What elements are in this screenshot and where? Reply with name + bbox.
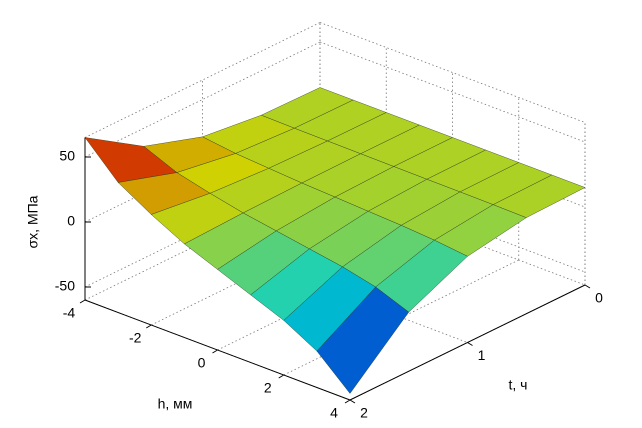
y-axis-label: t, ч: [509, 377, 528, 393]
grid-line: [319, 184, 586, 286]
y-tick-label: 0: [595, 290, 603, 306]
z-tick-label: -50: [55, 278, 75, 294]
tick-mark: [584, 284, 591, 289]
z-tick-label: 50: [59, 148, 75, 164]
grid-line: [319, 22, 586, 123]
surface-patch: [316, 286, 410, 394]
z-tick-label: 0: [67, 213, 75, 229]
x-tick-label: 2: [264, 380, 272, 396]
z-axis-label: σx, МПа: [25, 195, 41, 248]
tick-mark: [344, 399, 351, 404]
y-tick-label: 1: [478, 347, 486, 363]
y-tick-label: 2: [360, 405, 368, 421]
x-tick-label: -2: [129, 330, 142, 346]
grid-line: [202, 242, 468, 343]
grid-line: [319, 171, 586, 273]
x-tick-label: -4: [63, 305, 76, 321]
tick-mark: [79, 299, 86, 304]
tick-mark: [278, 374, 285, 379]
grid-line: [319, 41, 586, 143]
y-axis: [349, 284, 586, 401]
x-tick-label: 4: [330, 405, 338, 421]
x-axis: [84, 299, 351, 401]
surface: [84, 87, 586, 394]
x-axis-label: h, мм: [158, 396, 193, 412]
tick-mark: [349, 399, 356, 404]
tick-mark: [212, 349, 218, 354]
x-tick-label: 0: [198, 355, 206, 371]
tick-mark: [467, 342, 473, 346]
tick-mark: [145, 324, 152, 329]
